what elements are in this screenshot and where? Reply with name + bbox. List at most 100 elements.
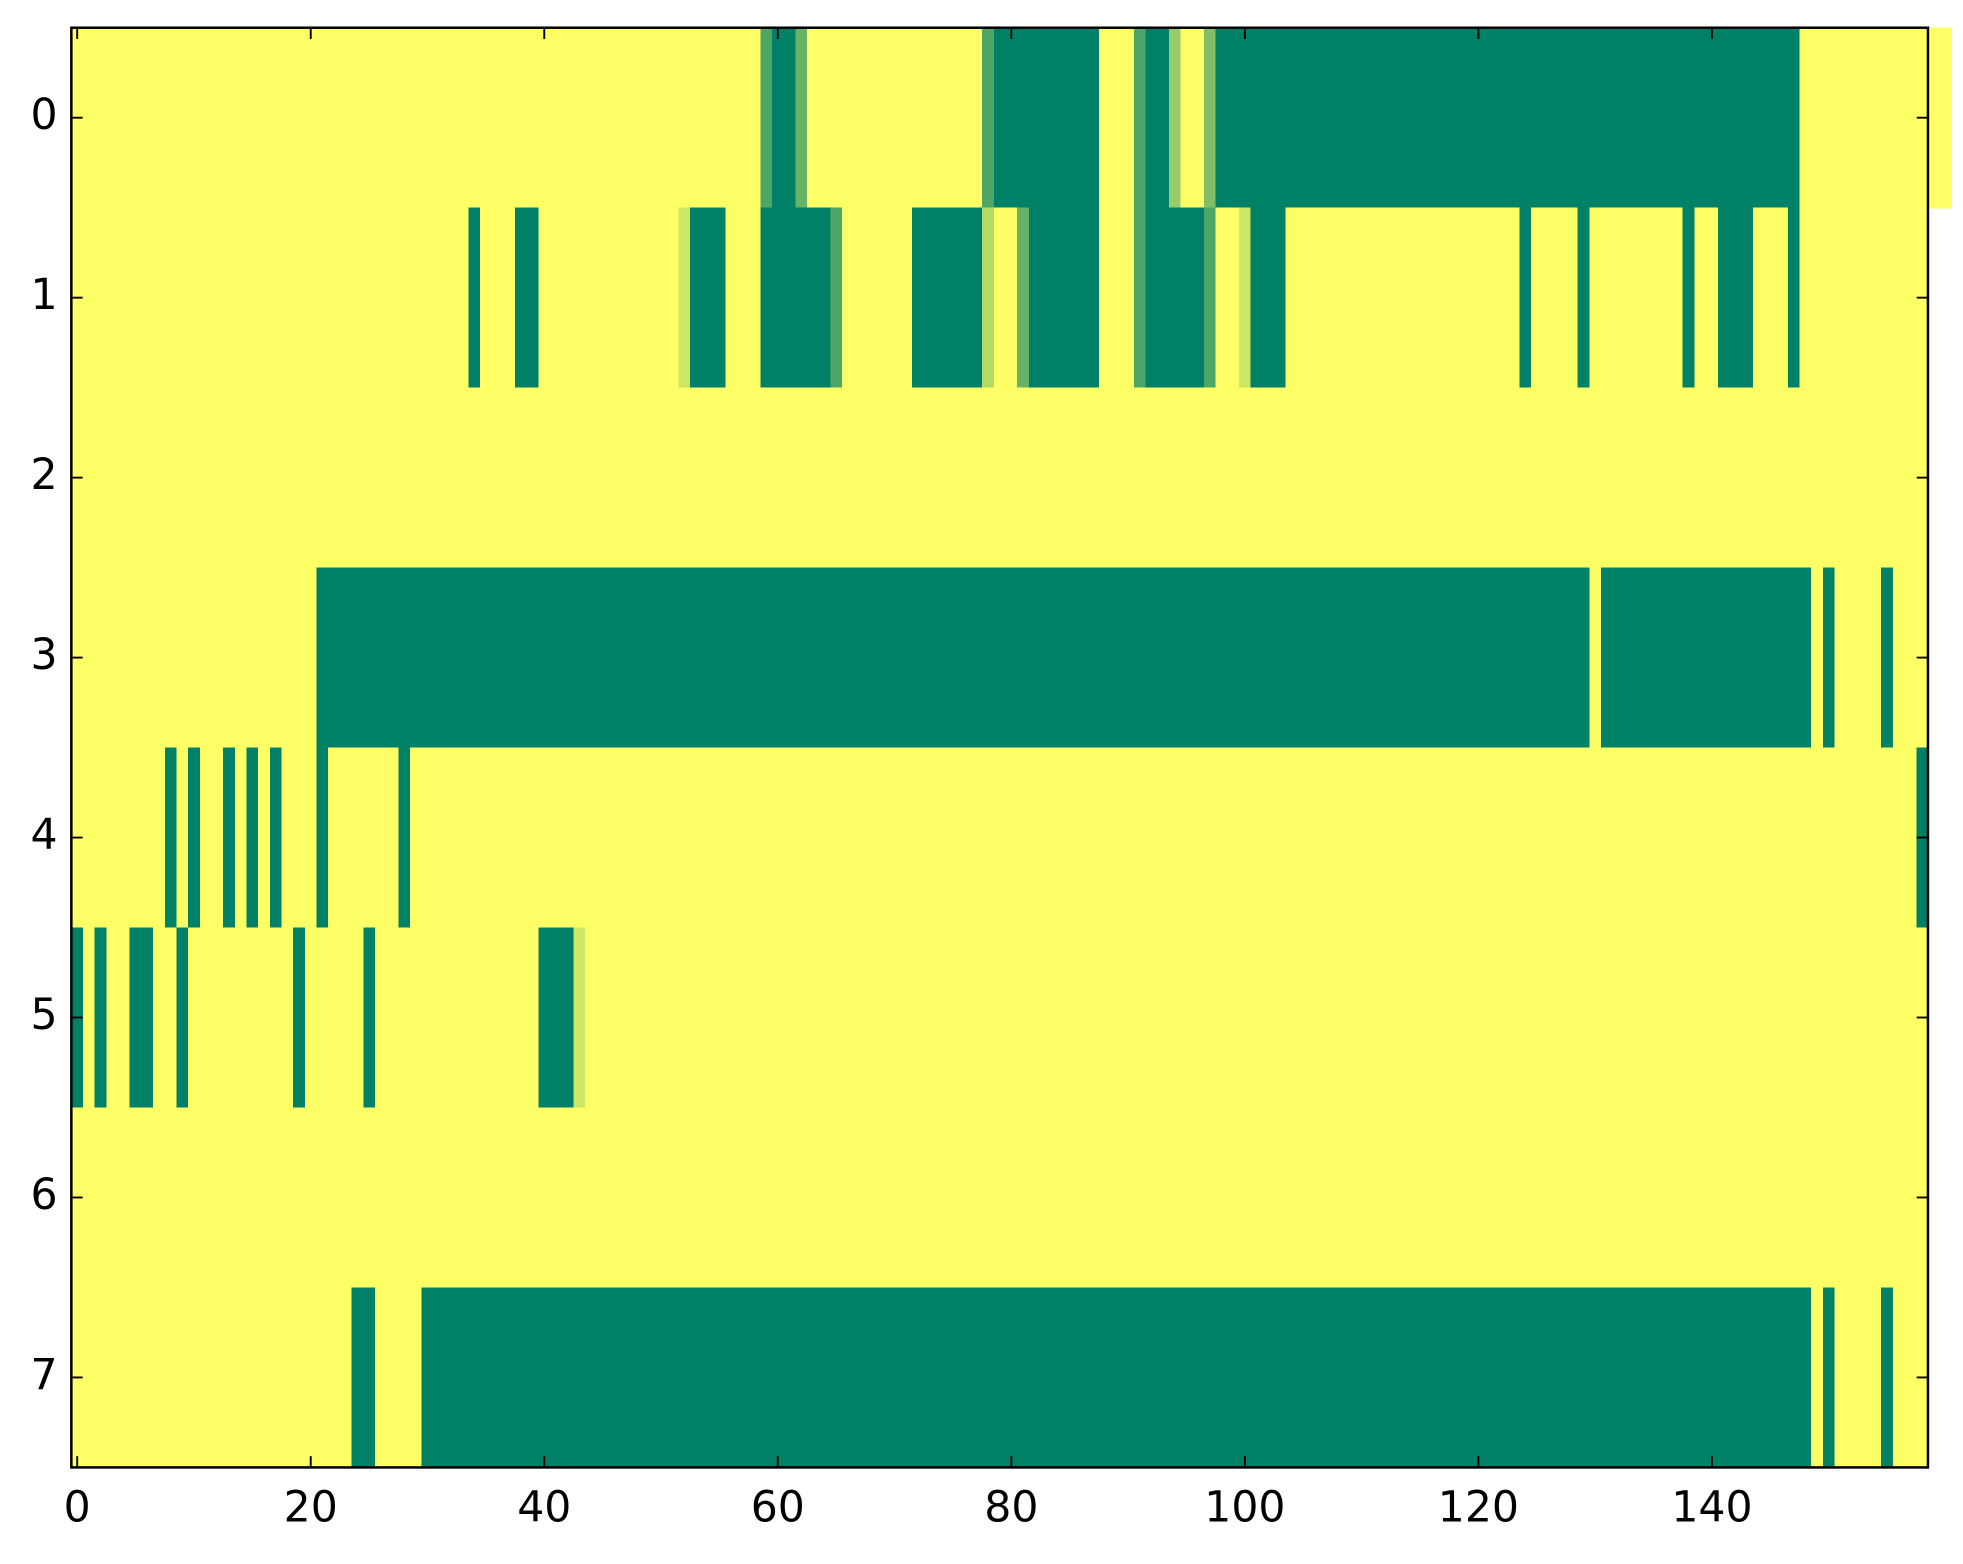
heatmap-cell (164, 207, 178, 389)
heatmap-cell (1437, 27, 1450, 209)
heatmap-cell (1098, 567, 1112, 749)
heatmap-cell (129, 27, 143, 209)
heatmap-cell (1122, 27, 1135, 209)
heatmap-cell (1752, 567, 1766, 749)
heatmap-cell (106, 207, 119, 389)
heatmap-cell (1227, 207, 1240, 389)
heatmap-cell (888, 1287, 902, 1469)
heatmap-cell (912, 1287, 925, 1469)
heatmap-cell (1344, 1287, 1357, 1469)
heatmap-cell (1460, 927, 1474, 1109)
heatmap-cell (258, 927, 271, 1109)
heatmap-cell (1472, 1107, 1485, 1289)
heatmap-cell (608, 387, 621, 569)
heatmap-cell (281, 567, 294, 749)
heatmap-cell (141, 207, 154, 389)
heatmap-cell (445, 27, 458, 209)
heatmap-cell (1332, 747, 1345, 929)
heatmap-cell (153, 747, 166, 929)
heatmap-cell (783, 207, 797, 389)
heatmap-cell (1694, 1107, 1707, 1289)
heatmap-cell (1028, 207, 1042, 389)
heatmap-cell (1250, 27, 1264, 209)
heatmap-cell (678, 747, 691, 929)
heatmap-cell (1145, 567, 1159, 749)
heatmap-cell (199, 927, 213, 1109)
heatmap-cell (515, 927, 528, 1109)
heatmap-cell (1612, 207, 1626, 389)
heatmap-cell (339, 1107, 353, 1289)
heatmap-cell (1612, 927, 1626, 1109)
heatmap-cell (1659, 207, 1672, 389)
heatmap-cell (141, 567, 154, 749)
heatmap-cell (1285, 1107, 1299, 1289)
heatmap-cell (666, 1107, 680, 1289)
heatmap-cell (1624, 567, 1637, 749)
heatmap-cell (1297, 747, 1310, 929)
heatmap-cell (1624, 387, 1637, 569)
heatmap-cell (188, 387, 201, 569)
heatmap-cell (281, 207, 294, 389)
heatmap-cell (1834, 1287, 1847, 1469)
heatmap-cell (503, 1287, 516, 1469)
y-tick-label: 3 (31, 630, 58, 680)
heatmap-cell (900, 567, 913, 749)
heatmap-cell (1297, 207, 1310, 389)
heatmap-cell (1846, 207, 1859, 389)
heatmap-cell (1192, 207, 1205, 389)
heatmap-cell (690, 1107, 703, 1289)
heatmap-cell (188, 747, 201, 929)
heatmap-cell (690, 1287, 703, 1469)
heatmap-cell (1589, 207, 1602, 389)
heatmap-cell (1904, 927, 1918, 1109)
heatmap-cell (842, 927, 855, 1109)
heatmap-cell (1320, 387, 1334, 569)
heatmap-cell (304, 27, 318, 209)
heatmap-cell (1309, 207, 1322, 389)
heatmap-cell (1869, 1107, 1882, 1289)
heatmap-cell (818, 567, 832, 749)
heatmap-cell (1857, 927, 1871, 1109)
heatmap-cell (1904, 1287, 1918, 1469)
heatmap-cell (304, 927, 318, 1109)
x-tick-label: 40 (517, 1482, 571, 1532)
heatmap-cell (1379, 567, 1392, 749)
heatmap-cell (713, 747, 727, 929)
heatmap-cell (1063, 747, 1077, 929)
heatmap-cell (515, 27, 528, 209)
heatmap-cell (1717, 747, 1731, 929)
heatmap-cell (1647, 207, 1661, 389)
heatmap-cell (1075, 207, 1088, 389)
heatmap-cell (958, 387, 972, 569)
heatmap-cell (129, 747, 143, 929)
heatmap-cell (725, 567, 738, 749)
heatmap-cell (1297, 567, 1310, 749)
heatmap-cell (631, 207, 645, 389)
heatmap-cell (1425, 207, 1439, 389)
heatmap-cell (118, 567, 131, 749)
heatmap-cell (1869, 387, 1882, 569)
heatmap-cell (1028, 927, 1042, 1109)
heatmap-cell (1402, 567, 1415, 749)
heatmap-cell (176, 747, 189, 929)
heatmap-cell (1309, 747, 1322, 929)
heatmap-cell (970, 1287, 983, 1469)
heatmap-cell (1215, 1287, 1229, 1469)
heatmap-cell (1647, 927, 1661, 1109)
heatmap-cell (620, 927, 633, 1109)
heatmap-cell (538, 1107, 551, 1289)
heatmap-cell (1892, 387, 1906, 569)
heatmap-cell (1764, 27, 1777, 209)
heatmap-cell (1659, 387, 1672, 569)
heatmap-cell (1063, 927, 1077, 1109)
heatmap-cell (853, 567, 867, 749)
heatmap-cells (71, 27, 1953, 1469)
heatmap-cell (480, 1107, 493, 1289)
heatmap-cell (830, 927, 843, 1109)
y-tick-label: 5 (31, 990, 58, 1040)
heatmap-cell (1846, 567, 1859, 749)
heatmap-cell (1484, 1287, 1497, 1469)
heatmap-cell (1262, 387, 1275, 569)
heatmap-cell (865, 567, 878, 749)
heatmap-cell (958, 747, 972, 929)
